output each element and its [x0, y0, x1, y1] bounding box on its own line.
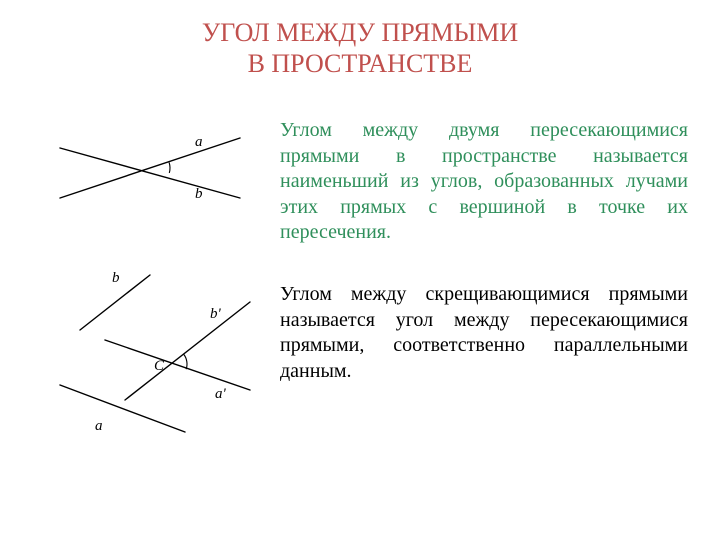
svg-text:b': b' — [210, 306, 222, 322]
slide: УГОЛ МЕЖДУ ПРЯМЫМИ В ПРОСТРАНСТВЕ Углом … — [0, 0, 720, 540]
svg-text:b: b — [195, 186, 203, 202]
svg-text:C: C — [154, 358, 165, 374]
svg-text:b: b — [112, 270, 120, 286]
figure-skew-lines: b b' a' a C — [40, 270, 265, 440]
figure-1-svg: ab — [40, 118, 260, 228]
figure-intersecting-lines: ab — [40, 118, 260, 228]
definition-intersecting: Углом между двумя пересекающимися прямым… — [280, 118, 688, 246]
svg-text:a: a — [95, 418, 103, 434]
slide-title: УГОЛ МЕЖДУ ПРЯМЫМИ В ПРОСТРАНСТВЕ — [0, 18, 720, 79]
svg-text:a: a — [195, 134, 203, 150]
svg-text:a': a' — [215, 386, 227, 402]
figure-2-svg: b b' a' a C — [40, 270, 265, 440]
title-line-2: В ПРОСТРАНСТВЕ — [0, 49, 720, 80]
definition-skew: Углом между скрещивающимися прямыми назы… — [280, 282, 688, 384]
title-line-1: УГОЛ МЕЖДУ ПРЯМЫМИ — [0, 18, 720, 49]
